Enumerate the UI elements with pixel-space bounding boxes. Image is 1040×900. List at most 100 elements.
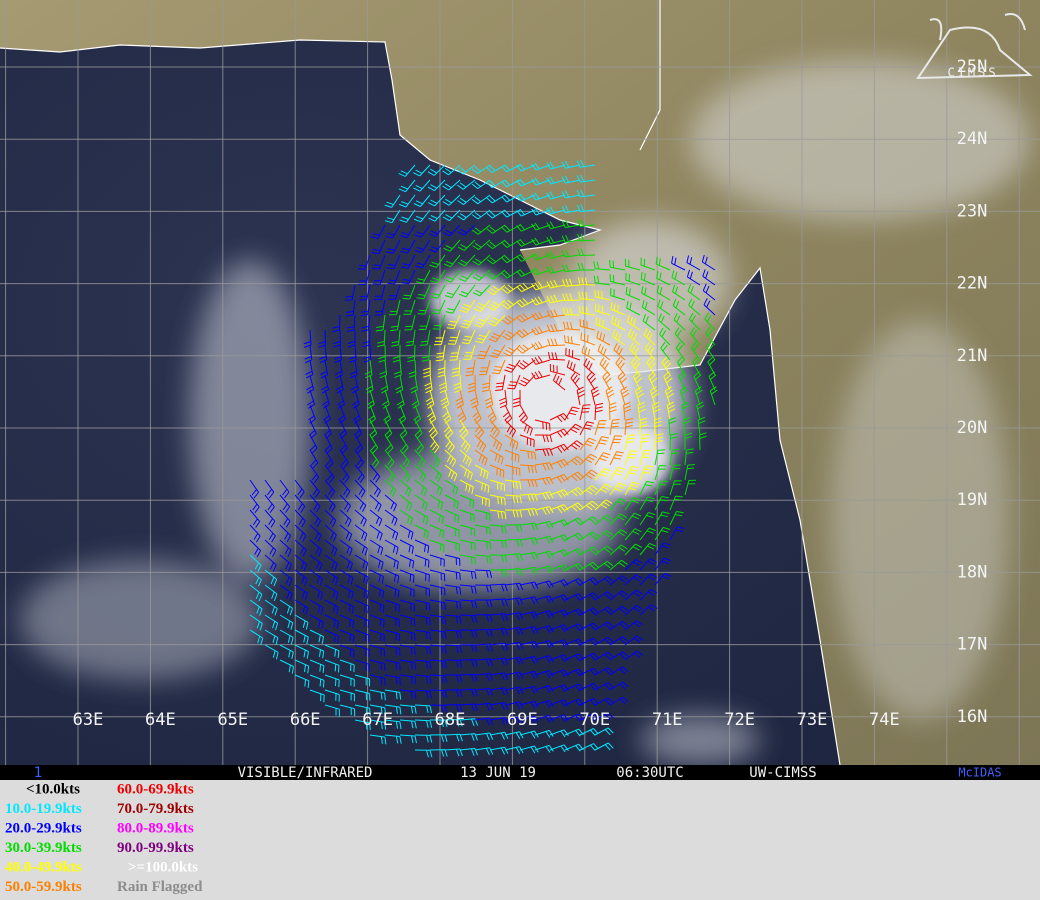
wind-barb xyxy=(429,599,446,610)
lon-label: 69E xyxy=(507,710,538,730)
wind-barb xyxy=(445,299,461,314)
wind-barb xyxy=(384,599,400,613)
wind-barb xyxy=(639,433,650,451)
wind-barb xyxy=(401,269,416,285)
wind-barb xyxy=(264,629,279,645)
wind-barb xyxy=(442,164,461,176)
wind-barb xyxy=(384,734,402,744)
wind-barb xyxy=(429,704,448,713)
wind-barb xyxy=(578,291,596,301)
wind-barb xyxy=(624,497,641,511)
wind-barb xyxy=(309,614,324,630)
wind-barb xyxy=(639,604,658,616)
wind-barb xyxy=(339,524,353,542)
wind-barb xyxy=(660,342,671,361)
wind-barb xyxy=(391,329,401,347)
wind-barb xyxy=(504,641,524,650)
wind-barb xyxy=(279,494,291,513)
wind-barb xyxy=(264,509,276,528)
wind-barb xyxy=(384,689,402,700)
wind-barb xyxy=(564,487,584,497)
wind-barb xyxy=(249,614,263,631)
wind-barb xyxy=(442,179,461,191)
wind-barb xyxy=(504,671,524,680)
wind-barb xyxy=(546,294,566,304)
wind-barb xyxy=(369,614,385,628)
wind-barb xyxy=(534,610,554,619)
wind-barb xyxy=(579,500,599,511)
wind-barb xyxy=(435,344,446,362)
wind-barb xyxy=(517,359,536,370)
wind-barb xyxy=(504,449,520,463)
graticule xyxy=(0,0,1040,765)
wind-barb xyxy=(624,258,641,271)
wind-barb xyxy=(459,509,475,523)
wind-barb xyxy=(384,194,401,208)
wind-barb xyxy=(459,599,477,609)
wind-barb xyxy=(609,666,629,676)
wind-barb xyxy=(635,386,645,406)
wind-barb xyxy=(703,298,716,316)
wind-barb xyxy=(666,401,676,421)
wind-barb xyxy=(583,358,596,376)
wind-barb xyxy=(249,569,262,587)
wind-barb xyxy=(461,329,476,345)
wind-barb xyxy=(372,254,386,270)
wind-barb xyxy=(399,569,415,583)
wind-barb xyxy=(414,494,428,511)
wind-barb xyxy=(640,257,656,271)
wind-barb xyxy=(279,479,290,499)
wind-barb xyxy=(459,569,477,580)
legend-panel xyxy=(0,780,1040,900)
wind-barb xyxy=(360,299,371,317)
wind-barb xyxy=(489,746,509,755)
wind-barb xyxy=(414,569,430,582)
wind-barb xyxy=(502,314,521,325)
wind-barb xyxy=(549,534,569,543)
wind-barb xyxy=(696,401,705,421)
wind-barb xyxy=(594,712,614,721)
wind-barb xyxy=(439,374,448,394)
wind-barb xyxy=(655,256,671,271)
wind-barb xyxy=(654,542,671,556)
wind-barb xyxy=(623,401,632,421)
lat-label: 18N xyxy=(957,562,988,582)
wind-barb xyxy=(354,494,367,513)
lat-label: 21N xyxy=(957,346,988,366)
wind-barb xyxy=(534,655,554,663)
wind-barb xyxy=(627,328,641,346)
wind-barb xyxy=(474,732,494,741)
wind-barb xyxy=(460,314,476,329)
wind-barb xyxy=(630,356,641,376)
wind-barb xyxy=(489,344,506,359)
wind-barb xyxy=(549,669,569,678)
wind-barb xyxy=(369,419,378,439)
wind-barb xyxy=(294,674,310,689)
wind-barb xyxy=(424,374,433,394)
wind-barb xyxy=(624,574,643,586)
wind-barb xyxy=(309,659,325,673)
wind-barb xyxy=(602,371,612,391)
wind-barb xyxy=(457,179,476,190)
wind-barb xyxy=(443,239,461,252)
wind-barb xyxy=(669,511,684,526)
wind-barb xyxy=(474,524,491,535)
wind-barb xyxy=(489,449,504,465)
wind-barb xyxy=(609,651,629,661)
wind-barb xyxy=(442,224,461,237)
wind-barb xyxy=(654,557,672,571)
wind-barb xyxy=(294,659,310,674)
wind-barb xyxy=(399,689,417,700)
wind-barb xyxy=(324,659,340,673)
wind-barb xyxy=(481,374,491,393)
wind-barb xyxy=(684,464,695,481)
wind-barb xyxy=(354,479,366,498)
wind-barb xyxy=(519,449,537,460)
wind-barb xyxy=(414,704,433,714)
wind-barb xyxy=(564,423,583,436)
wind-barb xyxy=(504,582,524,591)
wind-barb xyxy=(579,546,599,556)
wind-barb xyxy=(279,569,293,587)
wind-barb xyxy=(702,269,716,286)
wind-barb xyxy=(472,224,491,235)
